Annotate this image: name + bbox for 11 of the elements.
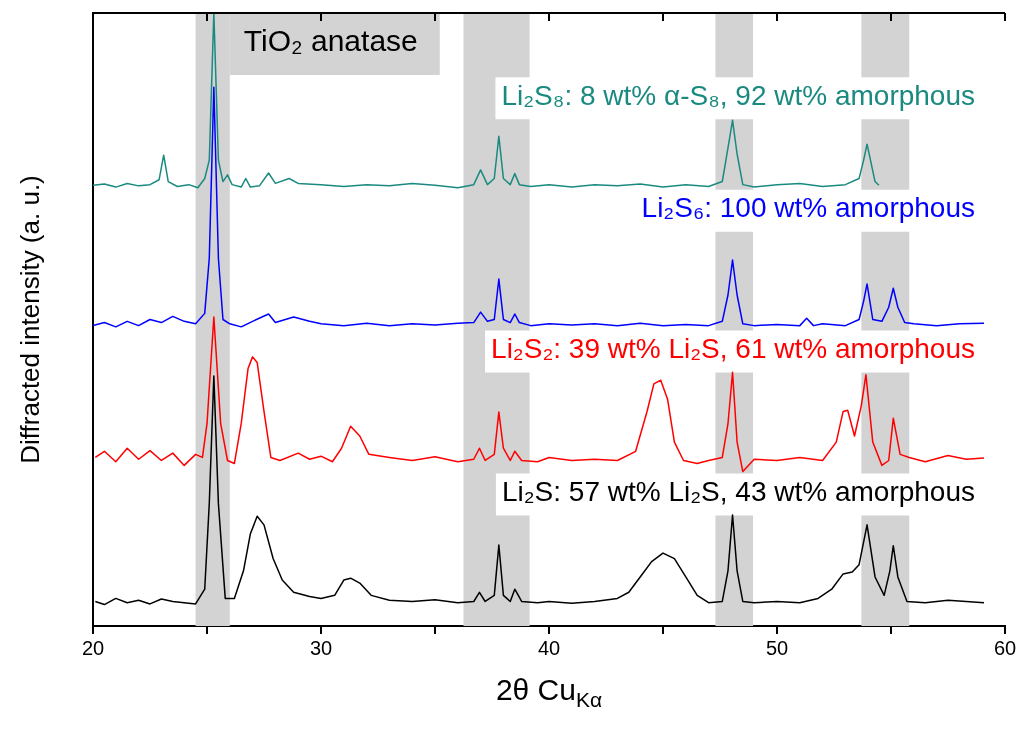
band-label: TiO₂ anatase [243,24,418,58]
x-tick-label: 30 [309,636,333,659]
text: Li₂S₆: 100 wt% amorphous [641,192,976,224]
series-label: Li₂S₂: 39 wt% Li₂S, 61 wt% amorphous [491,333,976,365]
y-axis-title: Diffracted intensity (a. u.) [15,175,46,464]
series-label: Li₂S₈: 8 wt% α-S₈, 92 wt% amorphous [501,79,976,111]
x-tick-label: 60 [993,636,1017,659]
x-tick-label: 50 [765,636,789,659]
series-label: Li₂S: 57 wt% Li₂S, 43 wt% amorphous [501,476,975,508]
x-tick-label: 20 [81,636,105,659]
x-tick-label: 40 [537,636,561,659]
